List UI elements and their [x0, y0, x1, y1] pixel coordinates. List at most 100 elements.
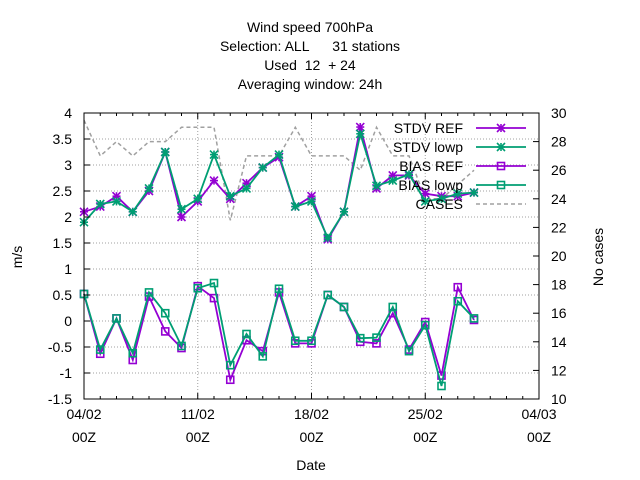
x-tick-label-date: 25/02 [408, 406, 443, 422]
data-point-stdv-lowp [306, 196, 317, 206]
y2-axis-ticks: 10 12 14 16 18 20 22 24 26 28 30 [533, 105, 567, 407]
data-point-bias-lowp [144, 288, 154, 297]
legend-label-bias-ref: BIAS REF [399, 158, 463, 174]
legend-marker-bias-lowp [496, 180, 506, 190]
data-point-bias-lowp [372, 333, 381, 342]
y-tick-label: 3 [64, 157, 72, 173]
y-tick-label: 0 [64, 313, 72, 329]
series-bias-lowp [79, 278, 479, 391]
data-point-bias-lowp [193, 283, 203, 293]
data-point-stdv-lowp [209, 150, 219, 160]
x-axis-label: Date [296, 457, 326, 473]
legend-marker-stdv-lowp [496, 142, 506, 152]
x-tick-label-hour: 00Z [299, 429, 324, 445]
legend-marker-bias-ref [496, 161, 506, 171]
x-tick-label-date: 18/02 [294, 406, 329, 422]
data-point-stdv-lowp [355, 129, 365, 139]
y-tick-label: 2 [64, 209, 72, 225]
x-axis-ticks: 04/02 00Z 11/02 00Z 18/02 00Z 25/02 00Z 04/03 00Z [66, 113, 557, 445]
data-point-bias-lowp [323, 290, 333, 300]
data-point-stdv-lowp [144, 183, 154, 193]
y2-axis-label: No cases [590, 228, 606, 286]
data-point-stdv-lowp [339, 207, 349, 217]
data-point-stdv-lowp [193, 194, 203, 204]
legend-label-stdv-ref: STDV REF [394, 120, 463, 136]
data-point-stdv-ref [209, 176, 219, 186]
series-layer [79, 119, 479, 391]
x-tick-label-date: 04/02 [66, 406, 101, 422]
y2-tick-label: 26 [551, 162, 567, 178]
y2-tick-label: 12 [551, 362, 567, 378]
y-tick-label: -1 [60, 365, 73, 381]
data-point-bias-ref [453, 282, 463, 292]
data-point-bias-lowp [420, 320, 430, 330]
grid [84, 113, 539, 399]
data-point-bias-lowp [95, 345, 105, 354]
x-tick-label-hour: 00Z [72, 429, 97, 445]
y2-tick-label: 20 [551, 248, 567, 264]
title-line-4: Averaging window: 24h [238, 76, 383, 92]
y2-tick-label: 14 [551, 334, 567, 350]
y-axis-label: m/s [9, 246, 25, 269]
data-point-bias-lowp [404, 346, 414, 356]
data-point-bias-lowp [339, 302, 349, 312]
x-tick-label-hour: 00Z [527, 429, 552, 445]
series-line-bias-ref [83, 284, 475, 383]
y-tick-label: 1 [64, 261, 72, 277]
data-point-bias-lowp [290, 336, 300, 346]
x-tick-label-hour: 00Z [186, 429, 211, 445]
y-tick-label: 2.5 [53, 183, 73, 199]
y2-tick-label: 18 [551, 277, 567, 293]
data-point-stdv-lowp [95, 199, 105, 209]
data-point-stdv-lowp [225, 191, 235, 201]
y-tick-label: -0.5 [48, 339, 72, 355]
y-tick-label: 1.5 [53, 235, 73, 251]
y2-tick-label: 28 [551, 134, 567, 150]
x-tick-label-date: 11/02 [181, 406, 215, 422]
data-point-bias-lowp [274, 284, 284, 294]
data-point-stdv-lowp [111, 196, 122, 206]
data-point-bias-lowp [209, 278, 219, 288]
data-point-bias-ref [372, 339, 381, 348]
y2-tick-label: 24 [551, 191, 567, 207]
data-point-stdv-ref [355, 122, 365, 132]
title-line-2: Selection: ALL 31 stations [220, 38, 400, 54]
series-bias-ref [79, 281, 479, 385]
data-point-stdv-lowp [290, 202, 300, 212]
data-point-bias-ref [225, 375, 235, 385]
y-tick-label: 4 [64, 105, 72, 121]
data-point-bias-lowp [160, 308, 170, 318]
series-stdv-lowp [79, 129, 479, 243]
legend: STDV REF STDV lowp BIAS REF BIAS lowp CASES [393, 120, 526, 212]
y2-tick-label: 16 [551, 305, 567, 321]
data-point-bias-lowp [307, 336, 316, 346]
data-point-stdv-lowp [420, 196, 430, 206]
data-point-stdv-ref [176, 212, 187, 222]
y2-tick-label: 22 [551, 219, 567, 235]
y-tick-label: -1.5 [48, 391, 72, 407]
legend-label-cases: CASES [416, 196, 463, 212]
data-point-stdv-lowp [176, 204, 187, 214]
legend-label-stdv-lowp: STDV lowp [393, 139, 463, 155]
y-tick-label: 3.5 [53, 131, 73, 147]
data-point-stdv-lowp [241, 183, 252, 193]
x-tick-label-date: 04/03 [521, 406, 556, 422]
data-point-bias-lowp [469, 314, 479, 323]
data-point-stdv-lowp [258, 163, 268, 173]
legend-label-bias-lowp: BIAS lowp [398, 177, 463, 193]
data-point-stdv-lowp [323, 233, 333, 243]
data-point-stdv-lowp [436, 194, 447, 204]
data-point-stdv-lowp [453, 189, 463, 199]
data-point-stdv-lowp [404, 169, 414, 179]
x-tick-label-hour: 00Z [413, 429, 438, 445]
data-point-bias-ref [160, 327, 170, 336]
y2-tick-label: 30 [551, 105, 567, 121]
data-point-bias-lowp [112, 314, 121, 323]
data-point-bias-lowp [225, 360, 235, 370]
data-point-bias-lowp [258, 352, 268, 361]
data-point-bias-lowp [128, 348, 138, 358]
data-point-stdv-lowp [469, 187, 479, 198]
data-point-stdv-lowp [388, 176, 398, 186]
data-point-stdv-lowp [274, 150, 284, 160]
